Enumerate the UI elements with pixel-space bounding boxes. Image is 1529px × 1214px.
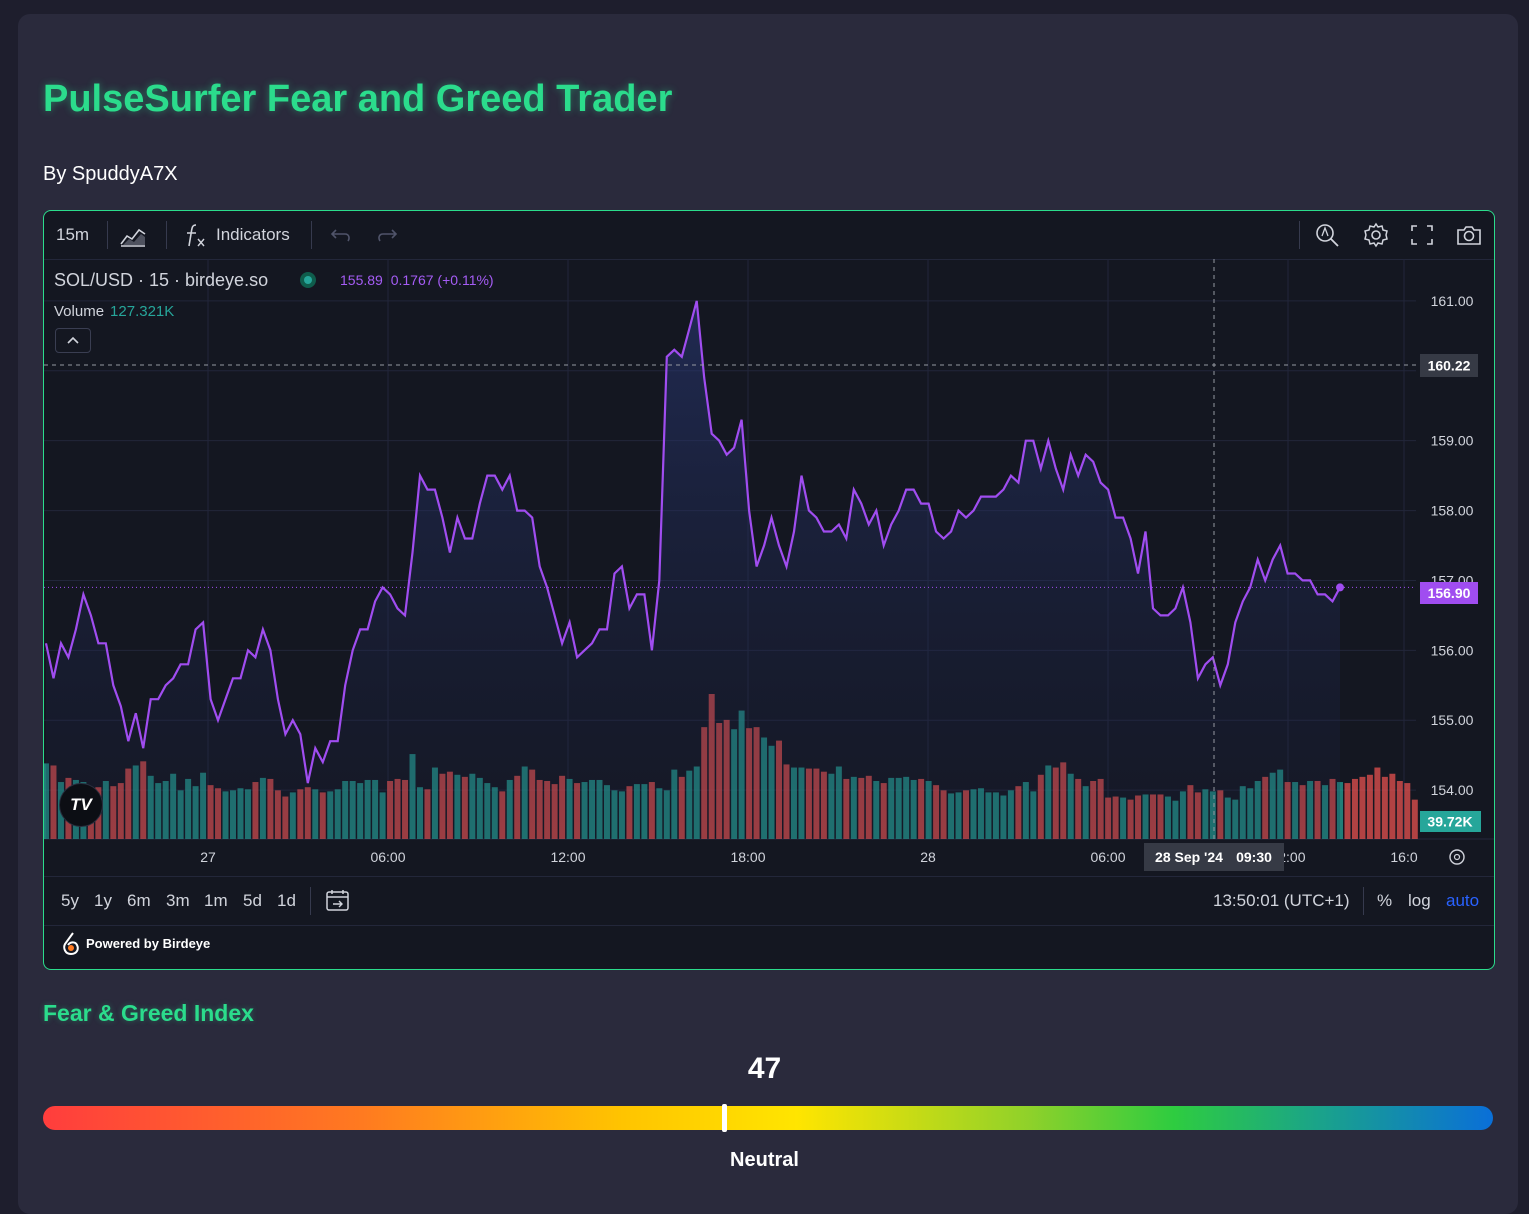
price-area	[46, 300, 1340, 839]
volume-bar	[1344, 783, 1351, 839]
range-3m[interactable]: 3m	[166, 891, 190, 910]
redo-icon[interactable]	[372, 222, 400, 248]
price-tick-label: 161.00	[1431, 293, 1474, 309]
time-tick-label: 12:00	[550, 849, 585, 865]
fear-greed-title: Fear & Greed Index	[43, 1000, 254, 1026]
toolbar-divider	[1363, 887, 1364, 915]
range-5d[interactable]: 5d	[243, 891, 262, 910]
chart-widget: 15m Indicators	[43, 210, 1495, 970]
chart-footer: Powered by Birdeye	[44, 925, 1494, 962]
time-tick-label: 06:00	[370, 849, 405, 865]
price-tick-label: 159.00	[1431, 433, 1474, 449]
auto-toggle[interactable]: auto	[1446, 891, 1480, 910]
fullscreen-icon[interactable]	[1408, 222, 1436, 248]
indicators-label: Indicators	[216, 225, 290, 244]
log-toggle[interactable]: log	[1408, 891, 1431, 910]
time-tick-label: 27	[200, 849, 216, 865]
range-6m[interactable]: 6m	[127, 891, 151, 910]
quick-search-icon[interactable]	[1314, 222, 1342, 248]
symbol-legend[interactable]: SOL/USD · 15 · birdeye.so	[54, 270, 269, 290]
fear-greed-marker	[722, 1104, 727, 1132]
volume-legend: Volume 127.321K	[54, 303, 174, 320]
chart-toolbar: 15m Indicators	[44, 211, 1494, 260]
gear-icon[interactable]	[1362, 222, 1390, 248]
interval-button[interactable]: 15m	[56, 225, 90, 244]
volume-label: Volume	[54, 303, 105, 320]
clock-display[interactable]: 13:50:01 (UTC+1)	[1213, 891, 1350, 910]
time-tick-label: 18:00	[730, 849, 765, 865]
range-1m[interactable]: 1m	[204, 891, 228, 910]
crosshair-price-box	[1420, 354, 1478, 377]
crosshair-price-label: 160.22	[1428, 358, 1471, 374]
price-legend: 155.89 0.1767 (+0.11%)	[340, 272, 494, 288]
powered-by-label[interactable]: Powered by Birdeye	[86, 936, 211, 951]
toolbar-divider	[166, 221, 167, 249]
volume-bar	[1366, 774, 1373, 839]
market-status-icon	[300, 272, 316, 288]
volume-bar	[1389, 773, 1396, 839]
volume-bar	[1404, 783, 1411, 839]
goto-date-icon[interactable]	[325, 888, 351, 914]
crosshair-time-label: 09:30	[1236, 849, 1272, 865]
time-tick-label: 06:00	[1090, 849, 1125, 865]
birdeye-logo-icon	[63, 932, 79, 956]
time-axis-settings-icon[interactable]	[1449, 849, 1465, 865]
range-1y[interactable]: 1y	[94, 891, 112, 910]
author-byline: By SpuddyA7X	[43, 163, 178, 185]
fx-icon	[187, 224, 205, 247]
toolbar-divider	[311, 221, 312, 249]
fear-greed-label: Neutral	[730, 1149, 799, 1171]
chevron-up-icon	[67, 336, 79, 344]
crosshair-date-label: 28 Sep '24	[1155, 849, 1223, 865]
volume-bar	[1359, 776, 1366, 839]
volume-value: 127.321K	[110, 303, 175, 320]
price-chart[interactable]: 161.00160.00159.00158.00157.00156.00155.…	[44, 259, 1494, 876]
fear-greed-value: 47	[747, 1052, 782, 1085]
candles-icon[interactable]	[119, 222, 147, 248]
range-toolbar: 5y 1y 6m 3m 1m 5d 1d 13:50:01 (UTC+1) % …	[44, 876, 1494, 925]
last-volume-label: 39.72K	[1427, 814, 1472, 830]
price-tick-label: 158.00	[1431, 503, 1474, 519]
volume-bar	[1396, 781, 1403, 839]
tradingview-logo[interactable]: TV	[59, 783, 103, 827]
range-1d[interactable]: 1d	[277, 891, 296, 910]
camera-icon[interactable]	[1455, 222, 1483, 248]
last-price-box	[1420, 582, 1478, 604]
indicators-button[interactable]: Indicators	[184, 221, 309, 249]
toolbar-divider	[107, 221, 108, 249]
price-tick-label: 154.00	[1431, 782, 1474, 798]
time-tick-label: 28	[920, 849, 936, 865]
volume-bar	[1381, 776, 1388, 839]
price-tick-label: 156.00	[1431, 642, 1474, 658]
percent-toggle[interactable]: %	[1377, 891, 1393, 910]
volume-bar	[1351, 778, 1358, 839]
range-5y[interactable]: 5y	[61, 891, 79, 910]
legend-price: 155.89	[340, 272, 383, 288]
collapse-legend-button[interactable]	[55, 328, 91, 353]
volume-bar	[1411, 799, 1418, 839]
last-price-label: 156.90	[1428, 585, 1471, 601]
price-tick-label: 155.00	[1431, 712, 1474, 728]
last-volume-box	[1420, 811, 1481, 832]
crosshair-time-box	[1144, 843, 1284, 871]
toolbar-divider	[1299, 221, 1300, 249]
time-tick-label: 16:0	[1390, 849, 1417, 865]
undo-icon[interactable]	[328, 222, 356, 248]
fear-greed-gauge	[43, 1106, 1493, 1130]
volume-bar	[1374, 767, 1381, 839]
toolbar-divider	[310, 887, 311, 915]
price-line	[44, 300, 1341, 784]
page-title: PulseSurfer Fear and Greed Trader	[43, 78, 673, 120]
legend-change: 0.1767 (+0.11%)	[390, 272, 494, 288]
